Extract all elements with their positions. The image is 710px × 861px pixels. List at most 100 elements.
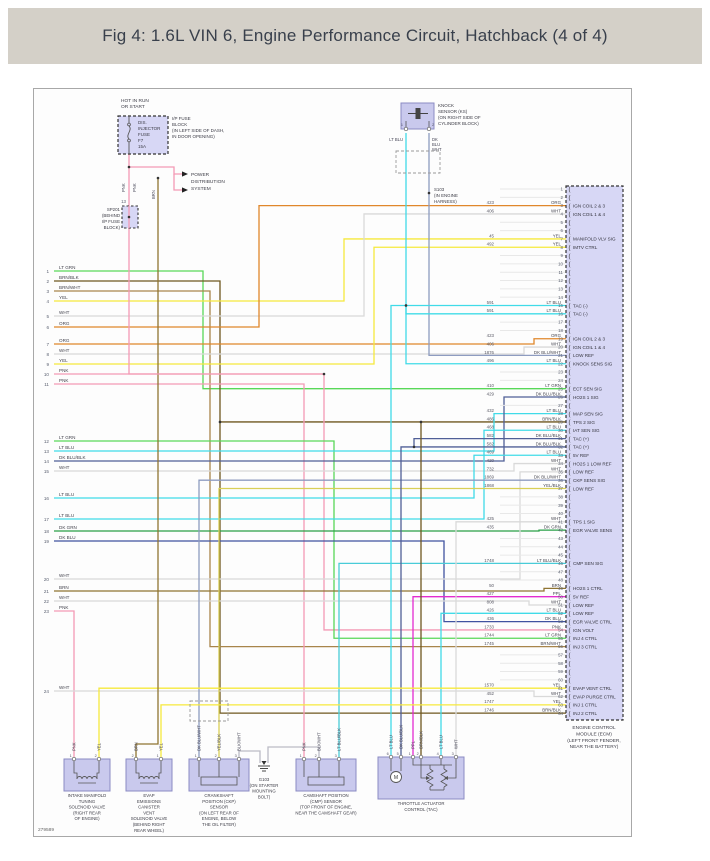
wire-number: 45	[489, 233, 494, 238]
fuse-header: HOT IN RUN	[121, 98, 149, 104]
ecm-pin-number: 21	[558, 353, 563, 358]
fuse-location: IN DOOR OPENING)	[172, 134, 215, 139]
left-entry-number: 4	[46, 299, 49, 304]
ecm-pin-signal: INJ 2 CTRL	[573, 711, 597, 716]
ecm-pin-signal: TPS 2 SIG	[573, 420, 595, 425]
ecm-pin-number: 18	[558, 328, 563, 333]
ecm-pin-number: 10	[558, 261, 563, 266]
ecm-pin-number: 48	[558, 578, 563, 583]
left-entry-number: 7	[46, 342, 49, 347]
figure-title: Fig 4: 1.6L VIN 6, Engine Performance Ci…	[102, 26, 608, 45]
wire-color: LT BLU	[547, 408, 561, 413]
wire-number: 1876	[484, 350, 494, 355]
left-entry-number: 14	[44, 459, 50, 464]
ecm-pin-signal: 5V REF	[573, 594, 589, 599]
fuse-label: INJECTOR	[138, 126, 161, 131]
wire-number: 1744	[484, 633, 494, 638]
ecm-pin-socket: (	[569, 379, 571, 385]
ecm-pin-socket: (	[569, 395, 571, 401]
ecm-pin-socket: (	[569, 620, 571, 626]
ecm-pin-socket: (	[569, 703, 571, 709]
wire-color: PNK	[132, 183, 137, 192]
ecm-pin-socket: (	[569, 512, 571, 518]
wire-color: PNK	[59, 368, 69, 373]
fuse-label: 15A	[138, 144, 146, 149]
ecm-pin-number: 34	[558, 461, 563, 466]
ecm-pin-number: 43	[558, 536, 563, 541]
ecm-pin-number: 5	[561, 220, 564, 225]
wire-color: PNK	[59, 605, 69, 610]
wire-color: BRN/BLK	[59, 275, 80, 280]
ecm-pin-number: 49	[558, 586, 563, 591]
wire-number: 492	[487, 242, 495, 247]
component-caption: EMISSIONS	[137, 799, 161, 804]
wire-color: DK BLU	[545, 616, 561, 621]
ecm-pin-number: 54	[558, 628, 563, 633]
wire-number: 1747	[484, 699, 494, 704]
wire-color: LT BLU	[547, 358, 561, 363]
wire-number: 420	[487, 458, 495, 463]
wire-color: YEL	[553, 683, 562, 688]
ecm-pin-socket: (	[569, 337, 571, 343]
s103-label: (IN ENGINE	[434, 193, 458, 198]
component-caption: MOUNTING	[252, 789, 276, 794]
ecm-pin-socket: (	[569, 670, 571, 676]
wire-number: 582	[487, 441, 495, 446]
wire-number: 1570	[484, 683, 494, 688]
wire-number: 427	[487, 591, 495, 596]
ecm-pin-socket: (	[569, 354, 571, 360]
wire-number: 1748	[484, 558, 494, 563]
ecm-pin-number: 64	[558, 711, 563, 716]
footer: 279589	[38, 827, 54, 833]
wire-color: LT GRN	[59, 265, 75, 270]
pin-number: 1	[70, 754, 72, 758]
wire-color: LT BLU	[59, 513, 74, 518]
ecm-pin-number: 47	[558, 569, 563, 574]
left-entry-number: 19	[44, 539, 50, 544]
ecm-pin-number: 60	[558, 677, 563, 682]
pin-number: 2	[215, 754, 217, 758]
wire-color: WHT	[551, 341, 561, 346]
wire-color: LT BLU	[59, 492, 74, 497]
ecm-pin-socket: (	[569, 387, 571, 393]
wire-color: PNK	[302, 742, 307, 751]
splice-label: BLOCK)	[104, 225, 121, 230]
ecm-pin-socket: (	[569, 695, 571, 701]
component-caption: SOLENOID VALVE	[131, 816, 168, 821]
ecm-pin-signal: EGR VALVE CTRL	[573, 619, 612, 624]
wire-color: BLK/WHT	[317, 732, 322, 751]
left-entry-number: 8	[46, 352, 49, 357]
left-entry-number: 2	[46, 279, 49, 284]
left-entry-number: 18	[44, 529, 50, 534]
wire-color: BRN	[59, 585, 69, 590]
splice-label: SP201	[107, 207, 121, 212]
left-entry-number: 22	[44, 599, 50, 604]
component-caption: (ON LEFT REAR OF	[199, 810, 239, 815]
ecm-caption: NEAR THE BATTERY)	[570, 744, 619, 750]
wire-color: YEL	[553, 242, 562, 247]
ecm-pin-signal: CMP SEN SIG	[573, 561, 603, 566]
wire-number: 1745	[484, 641, 494, 646]
wire-color: WHT	[551, 599, 561, 604]
wire-color: PNK	[552, 624, 561, 629]
ecm-pin-number: 27	[558, 403, 563, 408]
pin-number: 4	[437, 752, 439, 756]
ecm-pin-number: 57	[558, 653, 563, 658]
component-caption: POSITION (CKP)	[202, 799, 236, 804]
ecm-pin-socket: (	[569, 487, 571, 493]
ecm-pin-number: 4	[561, 212, 564, 217]
wire-number: 808	[487, 599, 495, 604]
ecm-pin-signal: KNOCK SENS SIG	[573, 362, 613, 367]
wire-number: 423	[487, 200, 495, 205]
ecm-pin-socket: (	[569, 628, 571, 634]
ecm-pin-number: 50	[558, 594, 563, 599]
component-caption: SOLENOID VALVE	[69, 805, 106, 810]
left-entry-number: 20	[44, 577, 50, 582]
ecm-pin-socket: (	[569, 312, 571, 318]
wire-number: 1746	[484, 708, 494, 713]
